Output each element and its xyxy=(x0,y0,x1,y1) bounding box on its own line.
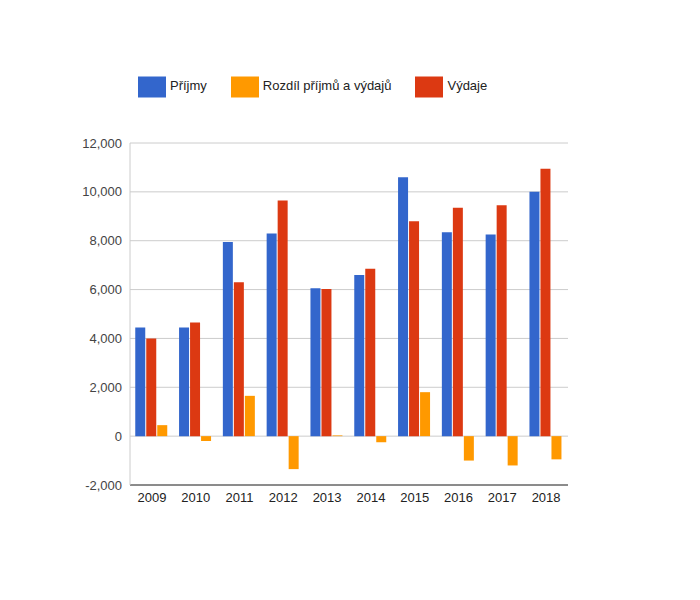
svg-text:8,000: 8,000 xyxy=(89,233,122,248)
svg-text:2012: 2012 xyxy=(269,490,298,505)
svg-text:2,000: 2,000 xyxy=(89,380,122,395)
svg-text:2014: 2014 xyxy=(356,490,385,505)
svg-text:2018: 2018 xyxy=(532,490,561,505)
svg-text:2015: 2015 xyxy=(400,490,429,505)
svg-text:4,000: 4,000 xyxy=(89,331,122,346)
svg-text:2011: 2011 xyxy=(226,490,254,505)
html-text:Výdaje: Výdaje xyxy=(447,78,488,94)
svg-text:2010: 2010 xyxy=(181,490,210,505)
html-text:Příjmy: Příjmy xyxy=(170,78,207,94)
svg-text:2016: 2016 xyxy=(444,490,473,505)
svg-text:10,000: 10,000 xyxy=(82,184,122,199)
svg-text:6,000: 6,000 xyxy=(89,282,122,297)
html-text:Rozdíl příjmů a výdajů: Rozdíl příjmů a výdajů xyxy=(262,78,392,94)
svg-text:-2,000: -2,000 xyxy=(85,478,122,493)
svg-text:0: 0 xyxy=(115,429,122,444)
svg-text:2013: 2013 xyxy=(313,490,342,505)
svg-text:12,000: 12,000 xyxy=(82,136,122,151)
svg-text:2017: 2017 xyxy=(488,490,517,505)
svg-text:2009: 2009 xyxy=(137,490,166,505)
